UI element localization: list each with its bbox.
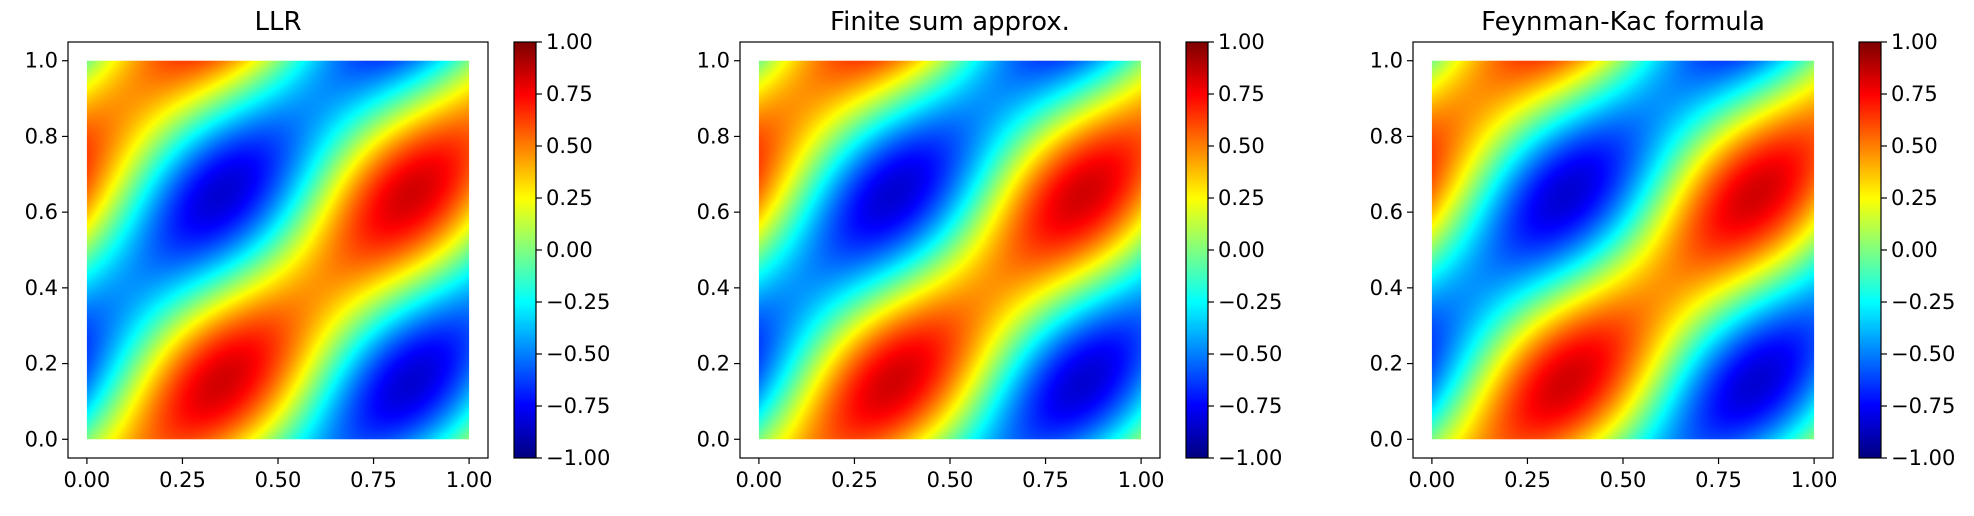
y-tick-label: 0.4: [1370, 276, 1403, 300]
subplot-1: LLR 0.00 0.25 0.50 0.75 1.00 0.0 0.2 0.4 0.6 0.8 1.…: [25, 7, 611, 492]
y-tick-label: 0.8: [1370, 124, 1403, 148]
subplot-title: Feynman-Kac formula: [1481, 7, 1765, 37]
x-tick-label: 0.00: [1409, 468, 1456, 492]
y-tick-label: 1.0: [25, 49, 58, 73]
colorbar-tick-label: 0.50: [1891, 134, 1938, 158]
colorbar-tick-label: −0.50: [1891, 342, 1955, 366]
x-tick-label: 1.00: [1791, 468, 1838, 492]
colorbar-tick-label: 0.00: [546, 238, 593, 262]
y-tick-label: 0.8: [25, 124, 58, 148]
colorbar-tick-label: 1.00: [1218, 30, 1265, 54]
colorbar-tick-label: −0.75: [546, 394, 610, 418]
colorbar-tick-label: 1.00: [546, 30, 593, 54]
y-tick-label: 0.6: [1370, 200, 1403, 224]
x-tick-label: 0.50: [255, 468, 302, 492]
y-tick-label: 0.4: [697, 276, 730, 300]
colorbar-tick-label: −0.25: [1218, 290, 1282, 314]
colorbar-tick-label: 0.00: [1891, 238, 1938, 262]
colorbar-gradient: [514, 42, 536, 458]
y-tick-label: 0.4: [25, 276, 58, 300]
colorbar: 1.00 0.75 0.50 0.25 0.00 −0.25 −0.50 −0.75 −1.00: [513, 30, 610, 470]
subplot-title: LLR: [254, 7, 301, 37]
x-tick-label: 1.00: [446, 468, 493, 492]
x-tick-label: 0.00: [64, 468, 111, 492]
colorbar-tick-label: −0.25: [1891, 290, 1955, 314]
colorbar-gradient: [1859, 42, 1881, 458]
y-tick-label: 0.0: [1370, 427, 1403, 451]
colorbar: 1.00 0.75 0.50 0.25 0.00 −0.25 −0.50 −0.75 −1.00: [1185, 30, 1282, 470]
x-tick-label: 0.50: [927, 468, 974, 492]
colorbar-tick-label: −0.75: [1218, 394, 1282, 418]
y-tick-label: 0.0: [697, 427, 730, 451]
subplot-title: Finite sum approx.: [830, 7, 1070, 37]
x-tick-label: 0.75: [1695, 468, 1742, 492]
subplot-3: Feynman-Kac formula 0.00 0.25 0.50 0.75 1.00 0…: [1370, 7, 1956, 492]
x-tick-label: 0.25: [831, 468, 878, 492]
heatmap-image: [86, 60, 470, 440]
y-tick-label: 0.2: [25, 352, 58, 376]
x-tick-label: 0.75: [1022, 468, 1069, 492]
colorbar-tick-label: 0.75: [546, 82, 593, 106]
colorbar-tick-label: −1.00: [546, 446, 610, 470]
colorbar-tick-label: 0.50: [1218, 134, 1265, 158]
colorbar-tick-label: 1.00: [1891, 30, 1938, 54]
x-tick-label: 0.25: [159, 468, 206, 492]
colorbar-tick-label: −0.75: [1891, 394, 1955, 418]
y-tick-label: 0.6: [697, 200, 730, 224]
colorbar-tick-label: 0.75: [1891, 82, 1938, 106]
y-tick-label: 0.2: [1370, 352, 1403, 376]
colorbar-tick-label: 0.00: [1218, 238, 1265, 262]
y-tick-label: 0.8: [697, 124, 730, 148]
x-tick-label: 0.25: [1504, 468, 1551, 492]
colorbar-gradient: [1186, 42, 1208, 458]
colorbar-tick-label: −0.50: [546, 342, 610, 366]
x-tick-label: 0.75: [350, 468, 397, 492]
colorbar-tick-label: −1.00: [1891, 446, 1955, 470]
subplot-2: Finite sum approx. 0.00 0.25 0.50 0.75 1.00 0.…: [697, 7, 1283, 492]
x-tick-label: 0.50: [1600, 468, 1647, 492]
colorbar-tick-label: −0.50: [1218, 342, 1282, 366]
x-tick-label: 0.00: [736, 468, 783, 492]
heatmap-image: [1431, 60, 1815, 440]
x-tick-label: 1.00: [1118, 468, 1165, 492]
colorbar-tick-label: −1.00: [1218, 446, 1282, 470]
y-tick-label: 0.2: [697, 352, 730, 376]
y-tick-label: 0.0: [25, 427, 58, 451]
colorbar: 1.00 0.75 0.50 0.25 0.00 −0.25 −0.50 −0.75 −1.00: [1858, 30, 1955, 470]
heatmap-image: [758, 60, 1142, 440]
colorbar-tick-label: 0.25: [1891, 186, 1938, 210]
colorbar-tick-label: 0.25: [546, 186, 593, 210]
colorbar-tick-label: 0.25: [1218, 186, 1265, 210]
colorbar-tick-label: 0.75: [1218, 82, 1265, 106]
colorbar-tick-label: −0.25: [546, 290, 610, 314]
y-tick-label: 0.6: [25, 200, 58, 224]
y-tick-label: 1.0: [1370, 49, 1403, 73]
y-tick-label: 1.0: [697, 49, 730, 73]
colorbar-tick-label: 0.50: [546, 134, 593, 158]
